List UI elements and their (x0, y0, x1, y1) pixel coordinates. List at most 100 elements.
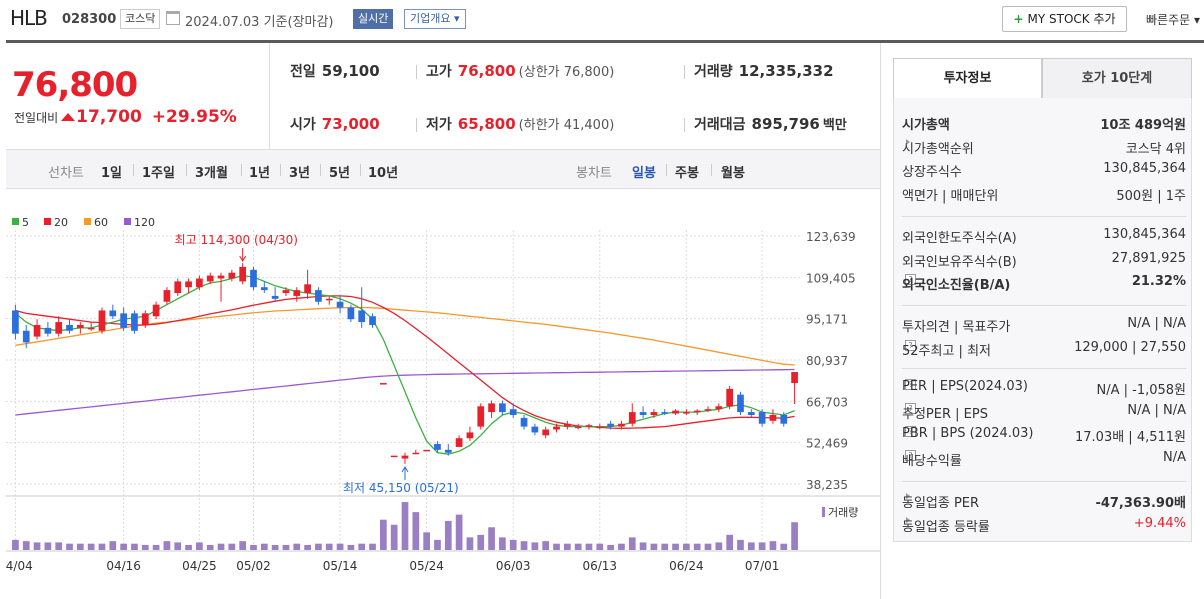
header-divider (6, 40, 1204, 43)
y-tick-label: 80,937 (806, 354, 848, 368)
period-10y[interactable]: 10년 (368, 166, 399, 181)
plus-icon: + (1013, 12, 1024, 26)
candle-body (499, 403, 506, 413)
volume-bar (585, 543, 593, 550)
info-key: 동일업종 등락률 (902, 519, 990, 535)
volume-bar (250, 544, 257, 550)
candle-body (282, 290, 290, 294)
volume-bar (22, 541, 30, 550)
price-chart: 04/04 04/16 04/25 05/02 05/14 05/24 06/03 06/13… (6, 190, 880, 599)
candle-daily[interactable]: 일봉 (632, 166, 656, 181)
tab-invest-info[interactable]: 투자정보 (893, 58, 1042, 99)
candle-body (304, 284, 311, 294)
info-row: 시가총액 10조 489억원 (902, 112, 1186, 134)
volume-bar (358, 543, 366, 550)
tab-hoga-10[interactable]: 호가 10단계 (1042, 58, 1192, 99)
arrow-right-icon[interactable] (906, 516, 910, 523)
info-key: 시가총액순위 (902, 141, 974, 157)
volume-bar (672, 543, 679, 550)
x-tick-label: 04/04 (6, 559, 33, 573)
volume-bar (444, 520, 452, 550)
help-icon[interactable]: ? (905, 402, 916, 414)
lower-limit: (하한가 41,400) (518, 118, 615, 133)
arrow-right-icon[interactable] (906, 493, 910, 499)
company-overview-label: 기업개요 (410, 12, 451, 25)
period-3m[interactable]: 3개월 (195, 166, 228, 181)
volume-bar (531, 542, 539, 550)
candle-body (401, 455, 409, 459)
volume-bar (596, 543, 604, 550)
volume-bar (758, 542, 766, 550)
y-tick-label: 66,703 (806, 395, 848, 409)
info-row: 배당수익률? N/A (902, 448, 1186, 470)
quick-order-label: 빠른주문 (1146, 13, 1191, 27)
quick-order-button[interactable]: 빠른주문 ▾ (1146, 11, 1200, 28)
divider (320, 164, 321, 176)
info-key: 시가총액 (902, 118, 950, 133)
low-price: 저가 65,800 (하한가 41,400) (426, 114, 614, 134)
info-key: 상장주식수 (902, 165, 962, 180)
candle-body (618, 423, 625, 427)
amount-value: 895,796 (751, 115, 820, 133)
candle-body (650, 412, 658, 415)
info-divider (902, 368, 1186, 369)
volume-bar (293, 543, 301, 550)
candle-monthly[interactable]: 월봉 (721, 166, 745, 181)
info-key: PER | EPS(2024.03) (902, 379, 1028, 394)
y-tick-label: 123,639 (806, 230, 856, 244)
candle-body (76, 324, 84, 328)
help-icon[interactable]: ? (905, 274, 916, 285)
candle-body (163, 290, 171, 302)
volume-bar (282, 544, 290, 550)
volume-bar (336, 543, 344, 550)
help-icon[interactable]: ? (905, 339, 916, 351)
max-arrowhead-icon (239, 255, 247, 262)
volume-bar (390, 524, 398, 550)
help-icon[interactable]: ? (905, 449, 916, 461)
max-annotation: 최고 114,300 (04/30) (175, 233, 298, 247)
help-icon[interactable]: ? (905, 426, 916, 437)
candle-body (239, 266, 247, 282)
stock-code: 028300 (62, 12, 117, 27)
period-1d[interactable]: 1일 (101, 166, 123, 181)
chevron-down-icon: ▾ (1194, 13, 1201, 27)
info-row: 시가총액순위 코스닥 4위 (902, 136, 1186, 158)
price-summary: 전일 59,100 시가 73,000 고가 76,800 (상한가 76,800) 저… (270, 43, 880, 149)
info-value: N/A | N/A (1127, 402, 1186, 418)
up-arrow-icon (61, 113, 76, 121)
period-3y[interactable]: 3년 (289, 166, 311, 181)
period-1w[interactable]: 1주일 (142, 166, 175, 181)
candle-body (120, 313, 127, 328)
candle-body (434, 444, 441, 450)
info-row: 동일업종 PER -47,363.90배 (902, 490, 1186, 512)
company-overview-button[interactable]: 기업개요 ▾ (404, 9, 466, 29)
volume-bar (455, 514, 463, 550)
info-value: 17.03배 | 4,511원 (1075, 430, 1186, 445)
volume-bar (66, 543, 73, 550)
info-value: 10조 489억원 (1100, 118, 1186, 133)
candle-body (466, 432, 474, 439)
candle-body (66, 324, 73, 331)
info-divider (902, 481, 1186, 482)
period-1y[interactable]: 1년 (249, 166, 271, 181)
volume-bar (434, 539, 441, 550)
candle-body (726, 388, 734, 407)
price-chart-svg: 04/04 04/16 04/25 05/02 05/14 05/24 06/03 06/13… (6, 216, 880, 573)
volume-bar (380, 519, 387, 550)
volume-bar (87, 543, 95, 550)
candle-body (780, 414, 788, 424)
y-tick-label: 109,405 (806, 271, 856, 285)
candle-body (260, 287, 268, 291)
divider (684, 118, 685, 132)
mystock-add-button[interactable]: + MY STOCK 추가 (1002, 6, 1127, 32)
candle-weekly[interactable]: 주봉 (675, 166, 699, 181)
info-key: PBR | BPS (2024.03) (902, 426, 1034, 441)
candle-body (455, 438, 463, 447)
period-5y[interactable]: 5년 (329, 166, 351, 181)
realtime-button[interactable]: 실시간 (353, 9, 394, 29)
arrow-right-icon[interactable] (906, 138, 910, 145)
info-divider (902, 305, 1186, 306)
candle-body (347, 307, 355, 320)
info-row: 외국인한도주식수(A) 130,845,364 (902, 225, 1186, 247)
help-icon[interactable]: ? (905, 379, 916, 390)
